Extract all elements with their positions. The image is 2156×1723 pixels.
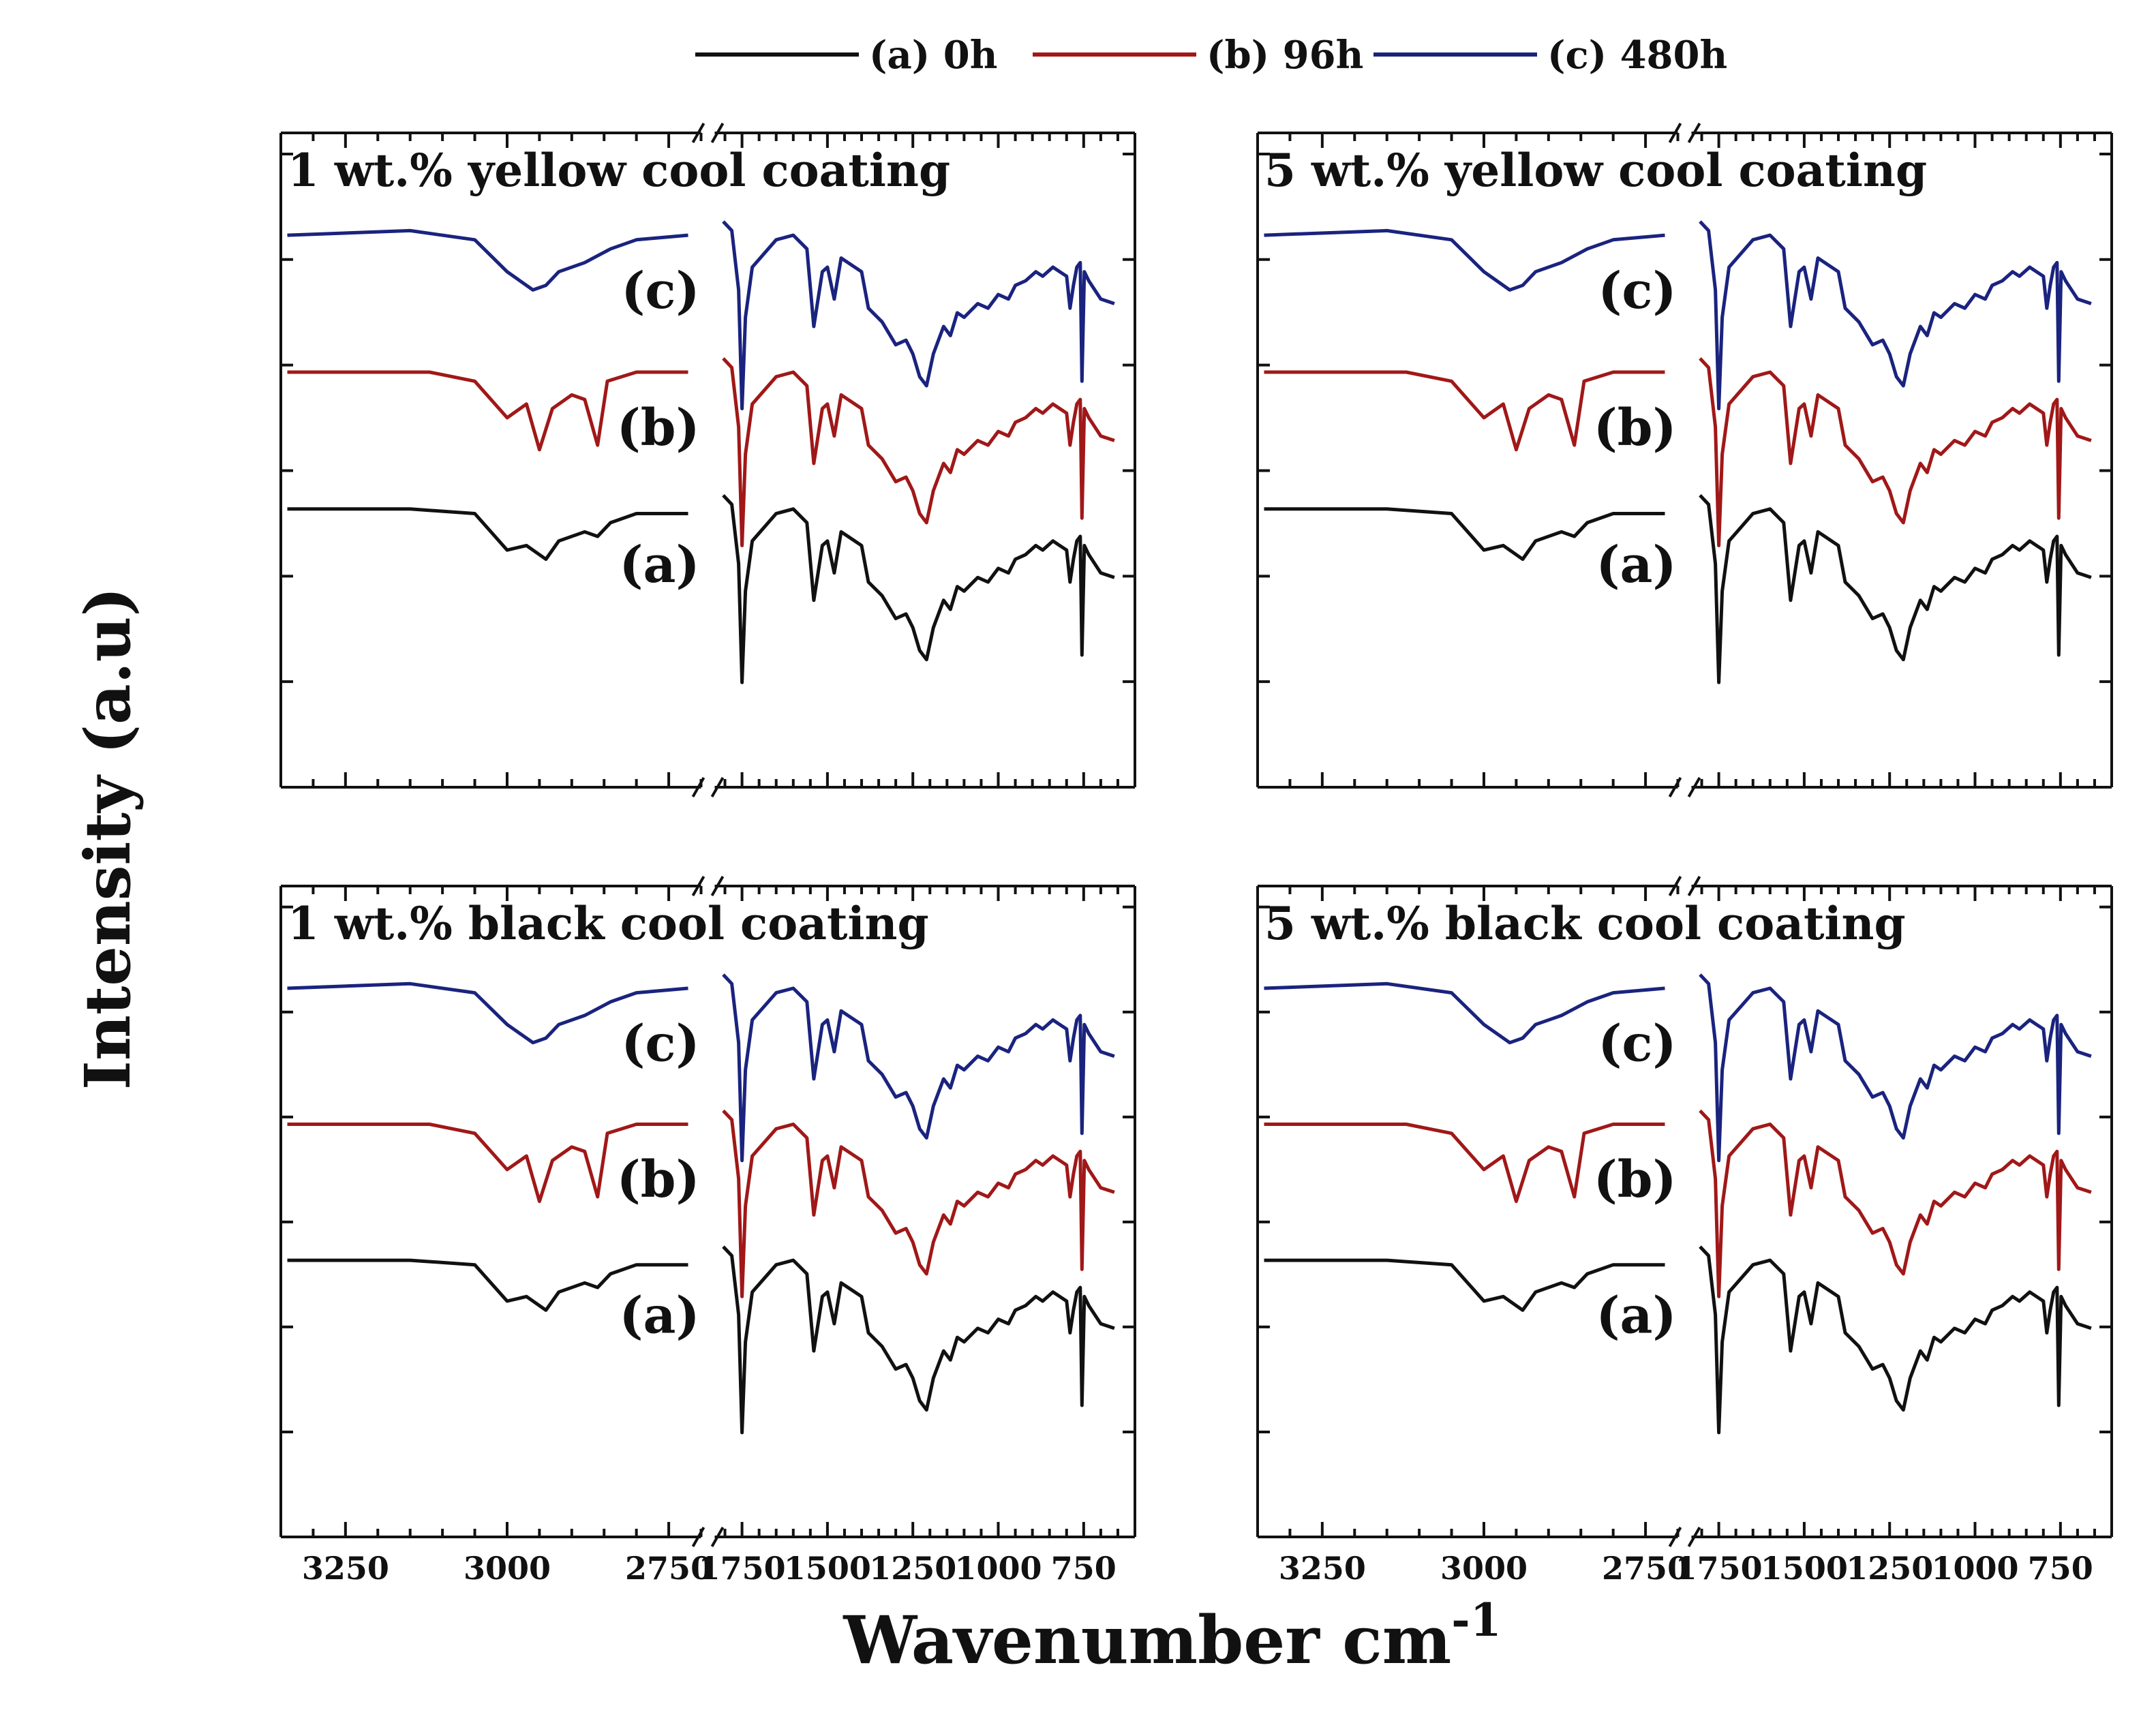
curve-label-b: (b) (617, 1150, 700, 1209)
x-tick-label: 2750 (1602, 1550, 1689, 1587)
series-b-fingerprint-region (1699, 1109, 2092, 1298)
axis-break-mark (691, 876, 705, 896)
x-tick-label: 1000 (1931, 1550, 2018, 1587)
curve-label-a: (a) (1596, 1287, 1677, 1345)
legend-label-c: (c) 480h (1547, 33, 1727, 78)
x-axis-label-text: Wavenumber cm (842, 1602, 1451, 1679)
panel-1: 1 wt.% yellow cool coating (a) (b) (c) (279, 123, 1136, 797)
axis-break-mark (710, 1527, 725, 1547)
x-tick-label: 1000 (954, 1550, 1042, 1587)
series-a-high-region (287, 1258, 688, 1312)
panel-title: 1 wt.% black cool coating (288, 897, 929, 950)
panel-axes (279, 123, 1136, 797)
series-b-high-region (1264, 1123, 1665, 1204)
series-c-fingerprint-region (722, 220, 1115, 410)
x-tick-label: 3250 (1279, 1550, 1366, 1587)
panel-axes (1256, 876, 2113, 1547)
series-c-high-region (1264, 981, 1665, 1045)
axis-break-mark (710, 876, 725, 896)
series-c-fingerprint-region (1699, 220, 2092, 410)
curve-label-b: (b) (1594, 399, 1677, 457)
series-c-fingerprint-region (722, 973, 1115, 1163)
panel-title: 5 wt.% black cool coating (1264, 897, 1906, 950)
curve-label-a: (a) (620, 536, 700, 594)
y-axis-label: Intensity (a.u) (71, 587, 145, 1090)
axis-break-mark (1687, 876, 1701, 896)
series-c-fingerprint-region (1699, 973, 2092, 1163)
x-tick-label: 1750 (699, 1550, 786, 1587)
axis-break-mark (691, 123, 705, 143)
series-a-high-region (287, 507, 688, 561)
axis-break-mark (1687, 777, 1701, 797)
x-axis-label: Wavenumber cm-1 (842, 1594, 1501, 1679)
x-axis-label-superscript: -1 (1451, 1594, 1501, 1647)
x-tick-label: 3000 (464, 1550, 551, 1587)
series-b-fingerprint-region (722, 1109, 1115, 1298)
series-a-fingerprint-region (722, 493, 1115, 684)
curve-label-b: (b) (617, 399, 700, 457)
x-tick-label: 1750 (1675, 1550, 1763, 1587)
curve-label-c: (c) (1598, 1014, 1676, 1073)
axis-break-mark (710, 123, 725, 143)
x-tick-label: 3000 (1440, 1550, 1528, 1587)
legend-label-b: (b) 96h (1206, 33, 1363, 78)
x-tick-label: 3250 (302, 1550, 389, 1587)
panel-2: 5 wt.% yellow cool coating (a) (b) (c) (1256, 123, 2113, 797)
panel-axes (279, 876, 1136, 1547)
series-b-fingerprint-region (722, 357, 1115, 547)
x-tick-label: 750 (1051, 1550, 1117, 1587)
x-tick-label: 1500 (1761, 1550, 1848, 1587)
panel-title: 5 wt.% yellow cool coating (1264, 144, 1927, 197)
axis-break-mark (710, 777, 725, 797)
series-c-high-region (287, 228, 688, 292)
series-a-fingerprint-region (1699, 493, 2092, 684)
panel-axes (1256, 123, 2113, 797)
series-a-fingerprint-region (1699, 1245, 2092, 1435)
axis-break-mark (1668, 876, 1682, 896)
legend: (a) 0h (b) 96h (c) 480h (695, 33, 1727, 78)
panels: 1 wt.% yellow cool coating(a)(b)(c)5 wt.… (279, 123, 2113, 1587)
x-tick-label: 2750 (625, 1550, 712, 1587)
x-tick-label: 1250 (869, 1550, 956, 1587)
axis-break-mark (1668, 123, 1682, 143)
series-a-high-region (1264, 507, 1665, 561)
series-a-fingerprint-region (722, 1245, 1115, 1435)
series-a-high-region (1264, 1258, 1665, 1312)
curve-label-c: (c) (621, 1014, 699, 1073)
series-c-high-region (1264, 228, 1665, 292)
series-c-high-region (287, 981, 688, 1045)
x-tick-label: 750 (2028, 1550, 2093, 1587)
curve-label-a: (a) (1596, 536, 1677, 594)
curve-label-b: (b) (1594, 1150, 1677, 1209)
legend-label-a: (a) 0h (869, 33, 997, 78)
x-tick-label: 1500 (784, 1550, 871, 1587)
series-b-high-region (287, 370, 688, 452)
axis-break-mark (1687, 1527, 1701, 1547)
series-b-high-region (1264, 370, 1665, 452)
curve-label-c: (c) (1598, 262, 1676, 320)
series-b-high-region (287, 1123, 688, 1204)
x-tick-label: 1250 (1846, 1550, 1933, 1587)
panel-title: 1 wt.% yellow cool coating (288, 144, 950, 197)
curve-label-c: (c) (621, 262, 699, 320)
curve-label-a: (a) (620, 1287, 700, 1345)
axis-break-mark (1687, 123, 1701, 143)
series-b-fingerprint-region (1699, 357, 2092, 547)
